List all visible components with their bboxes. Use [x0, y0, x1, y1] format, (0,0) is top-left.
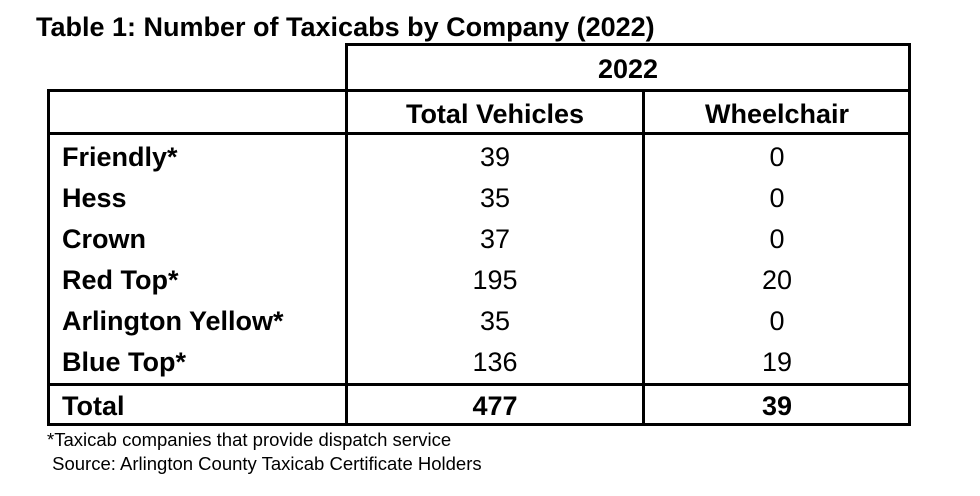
table-border-top [345, 43, 911, 46]
total-rule [47, 383, 911, 386]
total-wheelchair-sum: 39 [761, 391, 793, 421]
row-label: Arlington Yellow* [62, 306, 284, 336]
row-label: Friendly* [62, 142, 178, 172]
row-total: 35 [479, 306, 511, 336]
wheelchair-header: Wheelchair [704, 99, 850, 129]
total-vehicles-sum: 477 [472, 391, 518, 421]
column-divider-1 [345, 43, 348, 426]
row-label: Blue Top* [62, 347, 186, 377]
row-wheelchair: 19 [761, 347, 793, 377]
table-border-left [47, 89, 50, 426]
row-total: 35 [479, 183, 511, 213]
row-wheelchair: 20 [761, 265, 793, 295]
source-note: Source: Arlington County Taxicab Certifi… [47, 453, 482, 474]
row-total: 39 [479, 142, 511, 172]
row-wheelchair: 0 [769, 306, 785, 336]
row-wheelchair: 0 [769, 224, 785, 254]
row-label: Crown [62, 224, 146, 254]
total-label: Total [62, 391, 125, 421]
year-group-header: 2022 [597, 54, 659, 84]
row-total: 37 [479, 224, 511, 254]
row-label: Red Top* [62, 265, 179, 295]
table-title: Table 1: Number of Taxicabs by Company (… [36, 12, 655, 42]
table-border-right [908, 43, 911, 426]
header-divider [47, 89, 911, 92]
dispatch-footnote: *Taxicab companies that provide dispatch… [47, 429, 452, 450]
table-border-bottom [47, 423, 911, 426]
column-divider-2 [642, 89, 645, 426]
row-wheelchair: 0 [769, 183, 785, 213]
row-total: 136 [472, 347, 518, 377]
total-vehicles-header: Total Vehicles [405, 99, 585, 129]
header-bottom-rule [47, 132, 911, 135]
row-wheelchair: 0 [769, 142, 785, 172]
row-label: Hess [62, 183, 127, 213]
row-total: 195 [472, 265, 518, 295]
